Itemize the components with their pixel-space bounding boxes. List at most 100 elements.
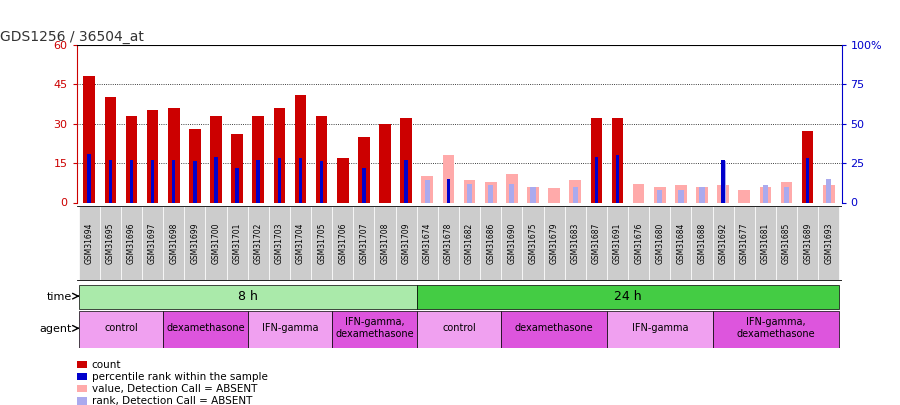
Bar xyxy=(633,183,644,202)
Text: GSM31688: GSM31688 xyxy=(698,222,706,264)
Bar xyxy=(211,116,221,202)
Bar xyxy=(316,116,328,202)
Bar xyxy=(506,174,518,202)
Bar xyxy=(417,311,501,347)
Bar xyxy=(126,116,138,202)
Text: GSM31700: GSM31700 xyxy=(212,222,220,264)
Text: time: time xyxy=(47,292,72,302)
Bar xyxy=(269,206,290,280)
Bar xyxy=(713,311,840,347)
Bar xyxy=(87,153,91,202)
Text: dexamethasone: dexamethasone xyxy=(515,323,593,333)
Bar xyxy=(84,76,95,202)
Text: 8 h: 8 h xyxy=(238,290,257,303)
Bar xyxy=(172,160,176,202)
Bar xyxy=(443,155,454,202)
Bar xyxy=(446,179,450,202)
Bar xyxy=(607,206,628,280)
Text: GSM31680: GSM31680 xyxy=(655,222,664,264)
Bar xyxy=(421,176,433,202)
Bar xyxy=(400,118,412,202)
Bar xyxy=(570,180,581,202)
Bar xyxy=(194,162,196,202)
Bar xyxy=(697,187,707,202)
Bar xyxy=(290,206,311,280)
Bar xyxy=(151,160,154,202)
Text: GSM31705: GSM31705 xyxy=(317,222,326,264)
Bar xyxy=(121,206,142,280)
Bar xyxy=(130,160,133,202)
Bar xyxy=(544,206,564,280)
Bar xyxy=(379,124,391,202)
Text: GSM31687: GSM31687 xyxy=(592,222,601,264)
Text: GSM31686: GSM31686 xyxy=(486,222,495,264)
Bar xyxy=(760,187,771,202)
Bar xyxy=(147,111,158,202)
Text: GSM31690: GSM31690 xyxy=(508,222,517,264)
Text: GSM31678: GSM31678 xyxy=(444,222,453,264)
Text: agent: agent xyxy=(40,324,72,334)
Bar xyxy=(806,158,809,202)
Bar xyxy=(522,206,544,280)
Text: IFN-gamma: IFN-gamma xyxy=(262,323,319,333)
Text: IFN-gamma,
dexamethasone: IFN-gamma, dexamethasone xyxy=(737,318,815,339)
Text: GSM31677: GSM31677 xyxy=(740,222,749,264)
Text: GSM31698: GSM31698 xyxy=(169,222,178,264)
Text: GSM31693: GSM31693 xyxy=(824,222,833,264)
Bar xyxy=(691,206,713,280)
Text: count: count xyxy=(92,360,122,369)
Bar xyxy=(354,206,374,280)
Text: 24 h: 24 h xyxy=(614,290,642,303)
Bar xyxy=(464,180,475,202)
Bar xyxy=(205,206,227,280)
Bar xyxy=(607,311,713,347)
Text: GSM31703: GSM31703 xyxy=(274,222,284,264)
Text: IFN-gamma,
dexamethasone: IFN-gamma, dexamethasone xyxy=(335,318,414,339)
Text: GSM31683: GSM31683 xyxy=(571,222,580,264)
Bar xyxy=(163,206,184,280)
Text: GSM31697: GSM31697 xyxy=(148,222,157,264)
Bar xyxy=(797,206,818,280)
Bar xyxy=(236,168,238,202)
Bar xyxy=(78,285,417,309)
Bar xyxy=(231,134,243,202)
Bar xyxy=(722,160,725,202)
Bar xyxy=(256,160,260,202)
Bar xyxy=(374,206,396,280)
Bar xyxy=(362,168,365,202)
Text: GDS1256 / 36504_at: GDS1256 / 36504_at xyxy=(0,30,144,43)
Bar xyxy=(802,131,814,202)
Bar xyxy=(252,116,264,202)
Bar xyxy=(248,311,332,347)
Bar xyxy=(564,206,586,280)
Text: GSM31704: GSM31704 xyxy=(296,222,305,264)
Bar xyxy=(595,157,598,202)
Bar xyxy=(404,160,408,202)
Bar xyxy=(248,206,269,280)
Bar xyxy=(823,185,834,202)
Bar xyxy=(616,155,619,202)
Text: percentile rank within the sample: percentile rank within the sample xyxy=(92,372,267,382)
Bar xyxy=(109,160,112,202)
Bar xyxy=(548,188,560,202)
Bar xyxy=(459,206,480,280)
Bar xyxy=(527,187,539,202)
Bar xyxy=(488,185,493,202)
Bar xyxy=(396,206,417,280)
Bar xyxy=(501,206,522,280)
Text: GSM31674: GSM31674 xyxy=(423,222,432,264)
Bar xyxy=(501,311,607,347)
Bar xyxy=(826,179,832,202)
Bar xyxy=(572,187,578,202)
Bar xyxy=(417,285,840,309)
Bar xyxy=(274,108,285,202)
Bar xyxy=(358,137,370,202)
Bar xyxy=(299,158,302,202)
Text: GSM31689: GSM31689 xyxy=(803,222,812,264)
Bar xyxy=(142,206,163,280)
Bar xyxy=(480,206,501,280)
Bar xyxy=(784,187,789,202)
Text: GSM31695: GSM31695 xyxy=(106,222,115,264)
Text: dexamethasone: dexamethasone xyxy=(166,323,245,333)
Bar xyxy=(104,97,116,202)
